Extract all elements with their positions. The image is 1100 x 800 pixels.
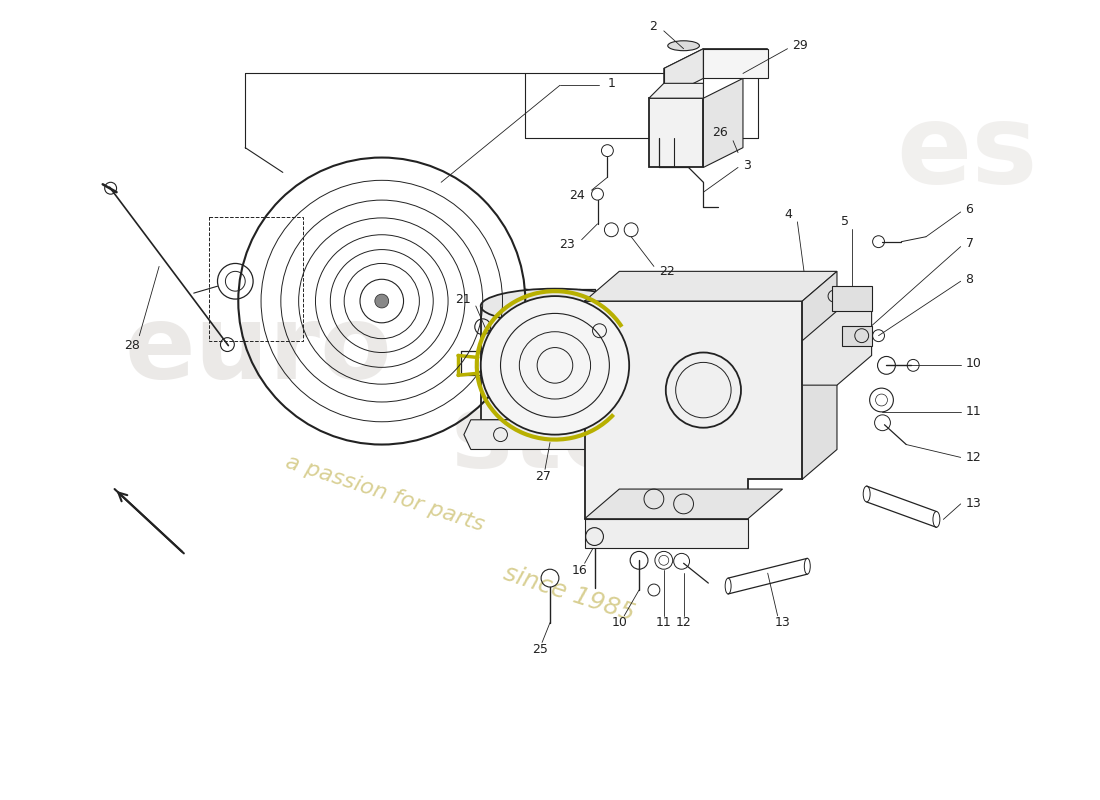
Text: 22: 22 bbox=[659, 265, 674, 278]
Polygon shape bbox=[584, 518, 748, 549]
Text: 10: 10 bbox=[612, 616, 627, 629]
Text: 24: 24 bbox=[569, 189, 584, 202]
Text: stores: stores bbox=[451, 389, 818, 490]
Polygon shape bbox=[584, 301, 802, 518]
Polygon shape bbox=[481, 306, 629, 420]
Text: 6: 6 bbox=[966, 202, 974, 215]
Text: 12: 12 bbox=[675, 616, 692, 629]
Ellipse shape bbox=[481, 296, 629, 434]
Text: 8: 8 bbox=[966, 273, 974, 286]
Text: 11: 11 bbox=[656, 616, 672, 629]
Polygon shape bbox=[802, 311, 871, 385]
Polygon shape bbox=[802, 271, 837, 479]
Polygon shape bbox=[703, 49, 768, 78]
Text: 2: 2 bbox=[649, 21, 657, 34]
Text: 29: 29 bbox=[792, 39, 808, 52]
Ellipse shape bbox=[481, 289, 629, 323]
Text: 4: 4 bbox=[784, 209, 792, 222]
Text: 25: 25 bbox=[532, 643, 548, 656]
Text: es: es bbox=[896, 99, 1038, 206]
Polygon shape bbox=[832, 286, 871, 311]
Text: 13: 13 bbox=[774, 616, 791, 629]
Text: 16: 16 bbox=[572, 564, 587, 577]
Text: 5: 5 bbox=[840, 215, 849, 228]
Polygon shape bbox=[584, 271, 837, 301]
Text: 11: 11 bbox=[966, 406, 981, 418]
Text: 13: 13 bbox=[966, 498, 981, 510]
Text: 12: 12 bbox=[966, 451, 981, 464]
Text: 23: 23 bbox=[559, 238, 574, 251]
Text: 7: 7 bbox=[966, 237, 974, 250]
Polygon shape bbox=[584, 489, 782, 518]
Polygon shape bbox=[703, 78, 742, 167]
Ellipse shape bbox=[668, 41, 700, 50]
Polygon shape bbox=[842, 326, 871, 346]
Text: 10: 10 bbox=[966, 357, 981, 370]
Circle shape bbox=[375, 294, 388, 308]
Polygon shape bbox=[663, 49, 768, 69]
Polygon shape bbox=[649, 83, 703, 98]
Polygon shape bbox=[649, 98, 703, 167]
Text: 3: 3 bbox=[742, 159, 751, 172]
Text: 27: 27 bbox=[535, 470, 551, 482]
Text: 26: 26 bbox=[713, 126, 728, 139]
Text: since 1985: since 1985 bbox=[500, 561, 638, 626]
Text: 21: 21 bbox=[455, 293, 471, 306]
Text: a passion for parts: a passion for parts bbox=[283, 453, 486, 536]
Text: 28: 28 bbox=[124, 339, 141, 352]
Polygon shape bbox=[464, 420, 639, 450]
Text: 1: 1 bbox=[607, 77, 615, 90]
Polygon shape bbox=[663, 49, 703, 98]
Text: euro: euro bbox=[124, 300, 393, 401]
